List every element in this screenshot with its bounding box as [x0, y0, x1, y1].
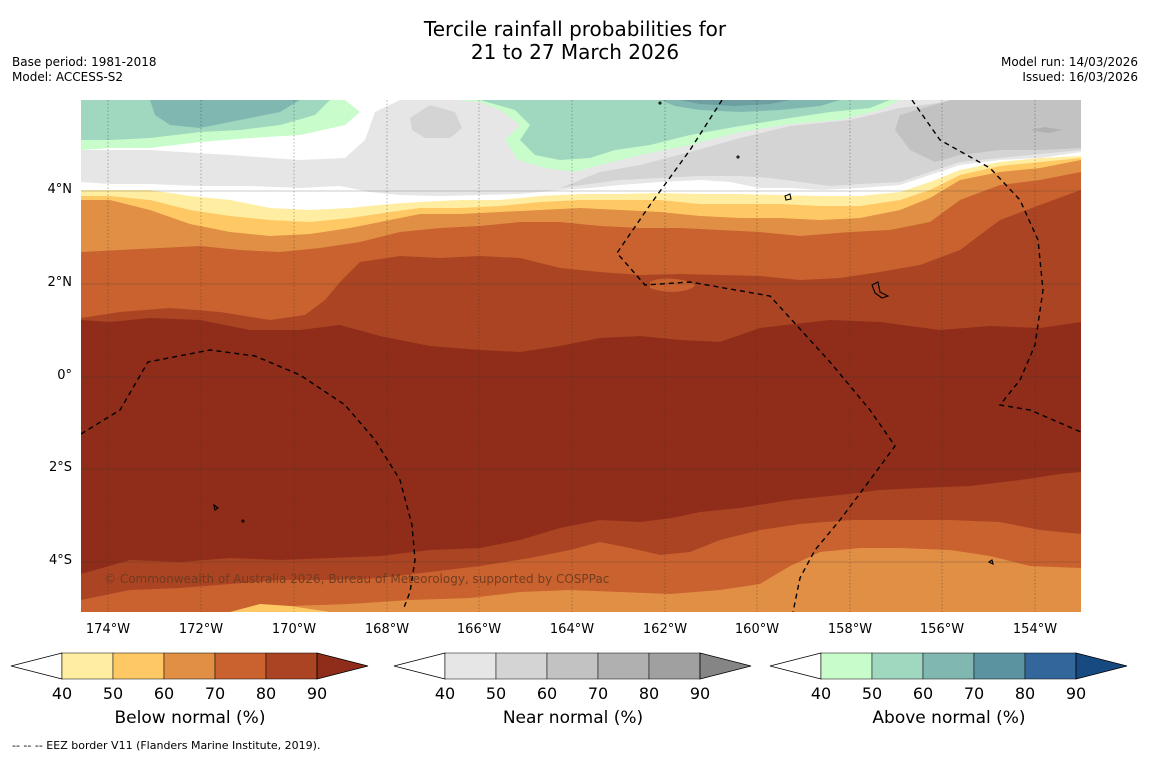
colorbar-below-seg-4	[265, 652, 318, 680]
cbar-near-tick-60: 60	[536, 684, 558, 703]
lon-label-168w: 168°W	[364, 622, 410, 637]
cbar-above-tick-80: 80	[1014, 684, 1036, 703]
lat-label-4n: 4°N	[47, 182, 73, 197]
lat-label-4s: 4°S	[48, 553, 72, 568]
cbar-above-tick-50: 50	[861, 684, 883, 703]
cbar-above-tick-70: 70	[963, 684, 985, 703]
above-70-centre	[680, 100, 790, 106]
lon-label-174w: 174°W	[85, 622, 131, 637]
colorbar-above	[769, 652, 1128, 680]
colorbar-below-seg-0	[61, 652, 114, 680]
colorbar-near-seg-2	[546, 652, 599, 680]
lon-label-172w: 172°W	[178, 622, 224, 637]
colorbar-near	[393, 652, 752, 680]
colorbar-near-arrow-right	[699, 652, 752, 680]
lat-label-2s: 2°S	[48, 460, 72, 475]
colorbar-above-seg-4	[1024, 652, 1077, 680]
colorbar-above-seg-0	[820, 652, 873, 680]
band-south-60b	[800, 572, 1081, 612]
eez-border-east	[911, 100, 1081, 433]
title-line-1: Tercile rainfall probabilities for	[423, 17, 727, 41]
parallel-lines	[81, 190, 1081, 563]
near-60	[895, 100, 1081, 162]
colorbar-below-arrow-right	[316, 652, 369, 680]
cbar-near-tick-50: 50	[485, 684, 507, 703]
model-run-text: Model run: 14/03/2026	[1000, 55, 1138, 69]
colorbar-near-seg-4	[648, 652, 701, 680]
colorbar-above-arrow-left	[769, 652, 822, 680]
issued-text: Issued: 16/03/2026	[1022, 70, 1138, 84]
colorbar-above-seg-1	[871, 652, 924, 680]
near-50-west	[410, 105, 462, 138]
colorbar-below-arrow-left	[10, 652, 63, 680]
lat-label-0: 0°	[57, 368, 72, 383]
cbar-above-tick-90: 90	[1065, 684, 1087, 703]
lat-label-2n: 2°N	[47, 275, 73, 290]
eez-border-west	[81, 349, 416, 611]
lon-label-160w: 160°W	[734, 622, 780, 637]
eez-border-centre	[616, 100, 896, 612]
above-60-west	[150, 100, 300, 128]
base-period-text: Base period: 1981-2018	[12, 55, 157, 69]
cbar-near-tick-40: 40	[434, 684, 456, 703]
colorbar-above-title: Above normal (%)	[872, 708, 1026, 728]
lon-label-170w: 170°W	[271, 622, 317, 637]
meta-right: Model run: 14/03/2026 Issued: 16/03/2026	[1001, 55, 1138, 85]
island-4	[987, 559, 994, 566]
island-2	[871, 281, 890, 299]
colorbar-near-arrow-left	[393, 652, 446, 680]
lon-label-154w: 154°W	[1012, 622, 1058, 637]
colorbar-near-seg-1	[495, 652, 548, 680]
map-title: Tercile rainfall probabilities for 21 to…	[0, 18, 1150, 64]
band-south-50	[230, 604, 330, 612]
title-line-2: 21 to 27 March 2026	[470, 40, 680, 64]
island-7	[241, 519, 245, 523]
copyright-text: © Commonwealth of Australia 2026, Bureau…	[104, 572, 610, 586]
colorbar-above-seg-3	[973, 652, 1026, 680]
cbar-below-tick-40: 40	[51, 684, 73, 703]
island-3	[213, 503, 219, 511]
cbar-below-tick-70: 70	[204, 684, 226, 703]
colorbar-near-title: Near normal (%)	[502, 708, 644, 728]
above-50-centre	[480, 100, 890, 160]
colorbar-below-seg-2	[163, 652, 216, 680]
cbar-above-tick-40: 40	[810, 684, 832, 703]
lon-label-162w: 162°W	[642, 622, 688, 637]
lon-label-166w: 166°W	[456, 622, 502, 637]
colorbar-below-title: Below normal (%)	[114, 708, 266, 728]
colorbar-above-arrow-right	[1075, 652, 1128, 680]
cbar-near-tick-90: 90	[689, 684, 711, 703]
cbar-near-tick-80: 80	[638, 684, 660, 703]
blob-below-80	[445, 278, 498, 297]
islands	[213, 101, 994, 566]
meta-left: Base period: 1981-2018 Model: ACCESS-S2	[12, 55, 157, 85]
cbar-below-tick-50: 50	[102, 684, 124, 703]
eez-borders	[81, 100, 1081, 612]
cbar-near-tick-70: 70	[587, 684, 609, 703]
model-text: Model: ACCESS-S2	[12, 70, 124, 84]
colorbar-above-seg-2	[922, 652, 975, 680]
cbar-below-tick-90: 90	[306, 684, 328, 703]
blob-below-70	[650, 278, 695, 292]
colorbar-near-seg-0	[444, 652, 497, 680]
island-5	[658, 101, 662, 105]
lon-label-156w: 156°W	[919, 622, 965, 637]
lon-label-158w: 158°W	[827, 622, 873, 637]
island-1	[784, 193, 792, 201]
colorbar-below-seg-1	[112, 652, 165, 680]
near-70-blob	[1030, 127, 1062, 133]
eez-legend-footer: -- -- -- EEZ border V11 (Flanders Marine…	[12, 739, 321, 752]
colorbar-below	[10, 652, 369, 680]
cbar-below-tick-80: 80	[255, 684, 277, 703]
cbar-above-tick-60: 60	[912, 684, 934, 703]
colorbar-below-seg-3	[214, 652, 267, 680]
colorbar-near-seg-3	[597, 652, 650, 680]
lon-label-164w: 164°W	[549, 622, 595, 637]
cbar-below-tick-60: 60	[153, 684, 175, 703]
island-6	[736, 155, 740, 159]
